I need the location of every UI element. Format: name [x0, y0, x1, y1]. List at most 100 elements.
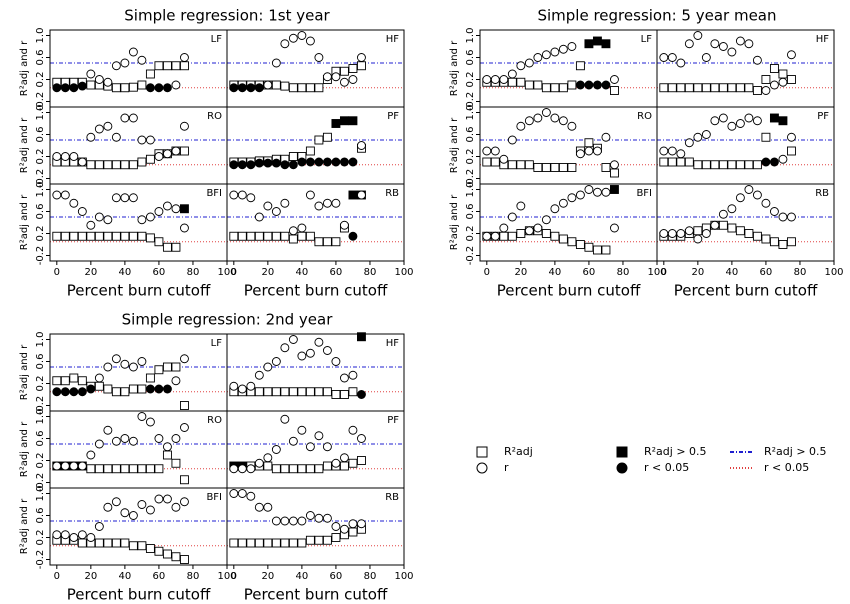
y-tick-label: -0.2: [465, 246, 476, 266]
circle-point: [339, 77, 349, 87]
x-tick-label: 40: [119, 571, 132, 582]
square-point: [499, 231, 509, 241]
square-point: [237, 231, 247, 241]
circle-point: [339, 524, 349, 534]
square-point: [778, 116, 788, 126]
circle-point: [331, 522, 341, 531]
circle-point: [52, 387, 62, 397]
x-tick-label: 100: [217, 267, 236, 278]
x-tick-label: 80: [617, 267, 630, 278]
circle-point: [254, 370, 264, 380]
square-point: [601, 245, 611, 255]
square-point: [120, 464, 130, 474]
y-axis-label: R²adj and r: [449, 194, 460, 250]
panel-frame: [226, 410, 405, 489]
square-point: [128, 231, 138, 241]
circle-point: [94, 522, 104, 531]
square-point: [305, 464, 315, 474]
square-point: [280, 538, 290, 548]
circle-point: [710, 39, 720, 49]
circle-point: [137, 135, 147, 145]
square-point: [288, 464, 298, 474]
circle-point: [322, 442, 332, 452]
circle-point: [162, 201, 172, 211]
square-point: [154, 237, 164, 247]
square-point: [314, 464, 324, 474]
circle-point: [246, 491, 256, 501]
square-point: [507, 231, 517, 241]
circle-point: [305, 36, 315, 46]
y-tick-label: 0.2: [35, 226, 46, 242]
x-tick-label: 100: [394, 267, 413, 278]
square-point: [162, 242, 172, 252]
square-point: [263, 231, 273, 241]
circle-point: [516, 61, 526, 71]
square-point: [348, 387, 358, 397]
circle-point: [752, 190, 762, 200]
circle-point: [592, 187, 602, 197]
y-tick-label: 0.6: [35, 508, 46, 524]
square-point: [162, 61, 172, 71]
circle-point: [550, 204, 560, 214]
square-point: [314, 387, 324, 397]
x-tick-label: 20: [84, 571, 97, 582]
circle-point: [735, 36, 745, 46]
circle-point: [592, 146, 602, 156]
circle-point: [271, 516, 281, 526]
y-axis-label: R²adj and r: [19, 194, 30, 250]
square-point: [297, 464, 307, 474]
circle-point: [761, 198, 771, 208]
circle-point: [171, 80, 181, 90]
square-point: [288, 234, 298, 244]
circle-point: [145, 505, 155, 515]
circle-point: [52, 152, 62, 161]
circle-point: [659, 229, 669, 238]
circle-point: [507, 135, 517, 145]
legend-symbol: [616, 462, 628, 474]
circle-point: [727, 47, 737, 57]
circle-point: [710, 220, 720, 230]
square-point: [667, 157, 677, 167]
circle-point: [103, 425, 113, 435]
circle-point: [601, 80, 611, 90]
circle-point: [752, 116, 762, 126]
x-tick-label: 80: [364, 571, 377, 582]
circle-point: [778, 77, 788, 87]
square-point: [271, 464, 281, 474]
square-point: [171, 61, 181, 71]
circle-point: [120, 434, 130, 443]
square-point: [137, 80, 147, 90]
circle-point: [297, 351, 307, 361]
square-point: [52, 231, 62, 241]
panel-label: RB: [385, 492, 399, 503]
circle-point: [693, 234, 703, 244]
square-point: [718, 160, 728, 170]
circle-point: [128, 362, 138, 372]
square-point: [305, 146, 315, 156]
square-point: [128, 82, 138, 92]
square-point: [180, 146, 189, 156]
circle-point: [584, 185, 594, 194]
panel-label: LF: [211, 34, 223, 45]
square-point: [314, 237, 324, 247]
square-point: [94, 381, 104, 391]
x-tick-label: 20: [261, 571, 274, 582]
y-tick-label: 1.0: [35, 332, 46, 348]
circle-point: [314, 337, 324, 347]
circle-point: [584, 80, 594, 90]
square-point: [533, 80, 543, 90]
square-point: [305, 231, 315, 241]
circle-point: [246, 381, 256, 391]
square-point: [128, 160, 138, 170]
y-tick-label: 0.2: [35, 530, 46, 546]
circle-point: [558, 198, 568, 208]
circle-point: [735, 193, 745, 203]
circle-point: [357, 141, 366, 150]
circle-point: [331, 198, 341, 208]
circle-point: [111, 193, 121, 203]
square-point: [567, 163, 577, 172]
square-point: [769, 64, 779, 73]
square-point: [229, 231, 239, 241]
circle-point: [331, 157, 341, 167]
square-point: [507, 160, 517, 170]
